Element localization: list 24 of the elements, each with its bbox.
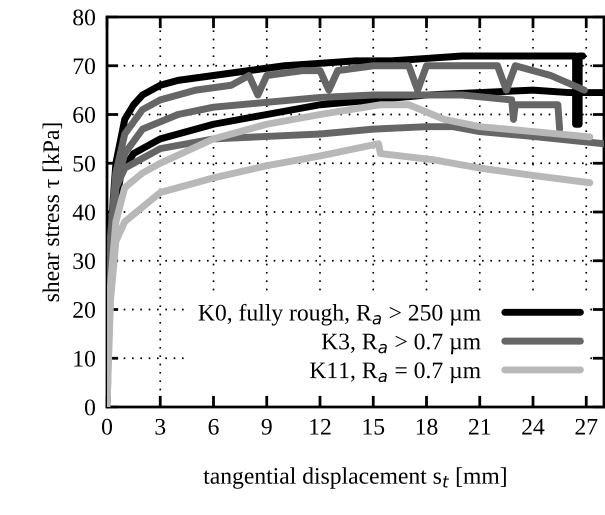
x-tick-label: 6 xyxy=(208,418,219,435)
x-tick-label: 15 xyxy=(364,418,384,435)
y-tick-label: 70 xyxy=(74,58,95,74)
legend-label: K11, R$_{a}$ = 0.7 µm xyxy=(310,362,481,384)
x-tick-label: 27 xyxy=(575,418,598,434)
y-tick-label: 0 xyxy=(84,399,95,416)
legend-label: K0, fully rough, R$_{a}$ > 250 µm xyxy=(198,304,481,326)
y-tick-label: 20 xyxy=(73,302,95,318)
x-tick-label: 24 xyxy=(522,418,544,434)
y-tick-label: 30 xyxy=(73,253,95,270)
x-tick-label: 9 xyxy=(262,418,272,435)
y-tick-label: 10 xyxy=(74,350,95,367)
x-axis-title: tangential displacement s$_{t}$ [mm] xyxy=(203,467,506,489)
y-axis-title: shear stress τ [kPa] xyxy=(42,123,62,302)
y-tick-label: 40 xyxy=(72,204,95,220)
legend-label: K3, R$_{a}$ > 0.7 µm xyxy=(322,334,481,354)
y-tick-label: 50 xyxy=(74,156,95,172)
y-tick-label: 80 xyxy=(73,9,95,26)
x-tick-label: 3 xyxy=(155,418,166,435)
x-tick-label: 0 xyxy=(102,418,112,435)
y-tick-label: 60 xyxy=(73,106,95,123)
x-tick-label: 12 xyxy=(310,418,331,434)
x-tick-label: 18 xyxy=(416,418,438,435)
x-tick-label: 21 xyxy=(468,418,490,434)
